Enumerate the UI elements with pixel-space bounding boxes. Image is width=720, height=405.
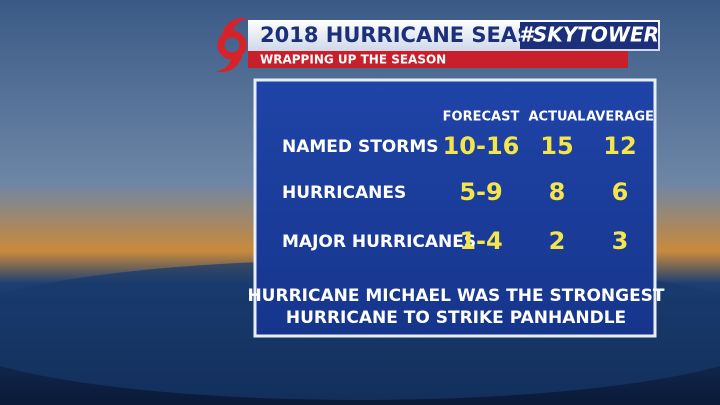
cell-value: 10-16 — [443, 132, 520, 160]
footer-line: HURRICANE MICHAEL WAS THE STRONGEST — [247, 286, 664, 306]
brand: #SKYTOWER — [519, 23, 659, 47]
cell-value: 5-9 — [459, 178, 502, 206]
footer-line: HURRICANE TO STRIKE PANHANDLE — [286, 308, 626, 328]
subtitle: WRAPPING UP THE SEASON — [260, 53, 446, 67]
hurricane-logo — [216, 17, 248, 73]
row-label: NAMED STORMS — [282, 137, 439, 157]
brand-box — [520, 22, 658, 49]
row-label: HURRICANES — [282, 183, 406, 203]
cell-value: 8 — [549, 178, 566, 206]
title: 2018 HURRICANE SEASON — [260, 23, 568, 47]
subtitle-bar — [248, 51, 628, 68]
cell-value: 3 — [612, 227, 629, 255]
cell-value: 15 — [540, 132, 573, 160]
panel — [253, 78, 657, 338]
cell-value: 6 — [612, 178, 629, 206]
column-header: AVERAGE — [586, 110, 654, 125]
row-label: MAJOR HURRICANES — [282, 232, 476, 252]
cell-value: 12 — [603, 132, 636, 160]
column-header: FORECAST — [443, 110, 520, 125]
column-header: ACTUAL — [529, 110, 586, 125]
cell-value: 2 — [549, 227, 566, 255]
cell-value: 1-4 — [459, 227, 502, 255]
table: FORECAST ACTUAL AVERAGE NAMED STORMS 10-16 15… — [247, 110, 664, 329]
